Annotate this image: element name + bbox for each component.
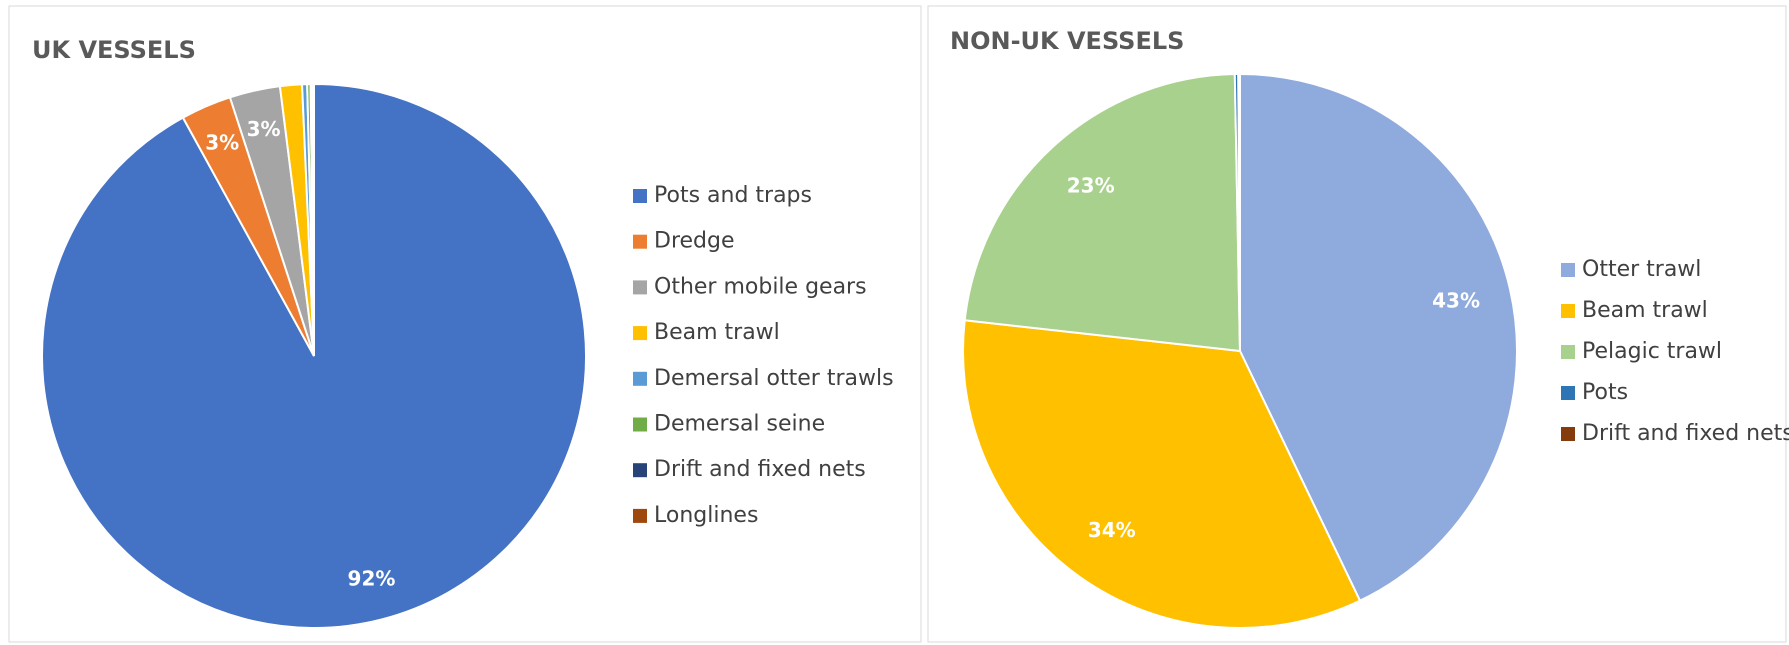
- legend-swatch: [1561, 304, 1575, 318]
- legend-label: Beam trawl: [1582, 298, 1708, 323]
- legend-label: Pelagic trawl: [1582, 339, 1722, 364]
- data-label: 23%: [1067, 174, 1115, 198]
- legend-swatch: [633, 189, 647, 203]
- data-label: 3%: [205, 130, 239, 154]
- legend-label: Demersal seine: [654, 412, 825, 437]
- legend-label: Other mobile gears: [654, 274, 867, 299]
- data-label: 43%: [1432, 288, 1480, 312]
- legend-label: Dredge: [654, 229, 735, 254]
- legend-swatch: [633, 280, 647, 295]
- chart-title: NON-UK VESSELS: [950, 27, 1184, 55]
- data-label: 92%: [348, 566, 396, 590]
- legend-swatch: [633, 234, 647, 249]
- chart-title: UK VESSELS: [32, 36, 196, 64]
- legend-label: Drift and fixed nets: [654, 457, 866, 482]
- legend-label: Demersal otter trawls: [654, 366, 894, 391]
- pie-slice: [1237, 72, 1241, 352]
- legend-swatch: [633, 326, 647, 341]
- legend-label: Drift and fixed nets: [1582, 421, 1789, 446]
- legend-swatch: [1561, 386, 1575, 400]
- data-label: 34%: [1088, 518, 1136, 542]
- legend-swatch: [633, 508, 647, 523]
- legend-swatch: [1561, 263, 1575, 277]
- legend-label: Pots: [1582, 380, 1628, 405]
- pie-slice: [962, 319, 1362, 629]
- legend-swatch: [633, 463, 647, 478]
- legend-label: Pots and traps: [654, 183, 812, 208]
- legend-swatch: [633, 371, 647, 386]
- legend-swatch: [1561, 427, 1575, 441]
- legend-swatch: [1561, 345, 1575, 359]
- pie-slice: [1239, 72, 1518, 603]
- legend-label: Beam trawl: [654, 320, 780, 345]
- legend-label: Otter trawl: [1582, 257, 1701, 282]
- pie-slice: [963, 73, 1242, 353]
- data-label: 3%: [247, 117, 281, 141]
- legend-label: Longlines: [654, 503, 758, 528]
- pie-slice: [311, 82, 315, 357]
- legend-swatch: [633, 417, 647, 432]
